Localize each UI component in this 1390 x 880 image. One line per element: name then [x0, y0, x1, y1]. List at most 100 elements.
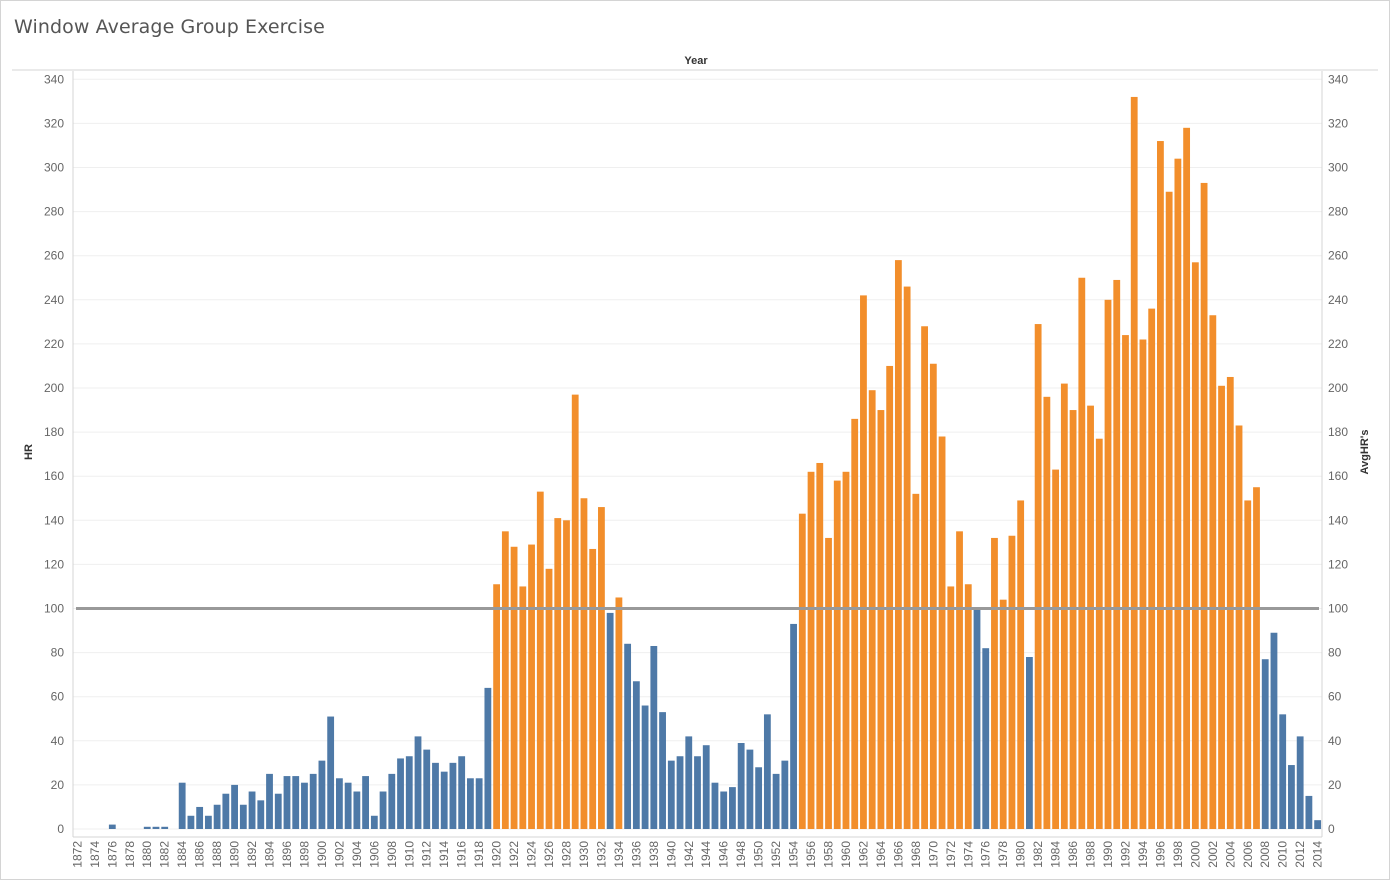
x-tick-label: 1914	[437, 841, 451, 868]
x-tick-label: 1944	[699, 841, 713, 868]
bar-1894	[266, 773, 273, 830]
bar-1980	[1017, 500, 1025, 829]
bar-1982	[1034, 324, 1042, 829]
bar-2004	[1226, 376, 1234, 829]
x-tick-label: 1924	[525, 841, 539, 868]
bar-1943	[694, 756, 701, 829]
y-tick-label-left: 320	[44, 116, 64, 130]
bar-1992	[1122, 335, 1129, 829]
bar-1951	[763, 714, 771, 829]
x-tick-label: 1968	[909, 841, 923, 868]
x-tick-label: 1952	[769, 841, 783, 868]
bar-1895	[274, 793, 282, 829]
bar-1944	[702, 745, 710, 829]
bar-1975	[973, 608, 981, 829]
y-tick-label-right: 20	[1328, 778, 1342, 792]
bar-1964	[877, 410, 885, 829]
y-axis-title-left: HR	[23, 444, 35, 460]
bar-1956	[807, 471, 815, 829]
y-tick-label-right: 180	[1328, 425, 1348, 439]
bar-1941	[676, 756, 684, 829]
y-tick-label-right: 120	[1328, 557, 1348, 571]
bar-1911	[414, 736, 422, 829]
chart-title: Window Average Group Exercise	[14, 16, 325, 38]
bar-1890	[231, 784, 238, 829]
bar-1989	[1095, 438, 1103, 829]
bar-1972	[947, 586, 955, 829]
y-axis-title-right: AvgHR's	[1359, 430, 1371, 475]
bar-1915	[449, 762, 457, 829]
bar-1973	[956, 531, 963, 829]
y-tick-label-right: 0	[1328, 822, 1335, 836]
bar-1936	[632, 681, 640, 829]
y-tick-label-left: 60	[51, 690, 65, 704]
y-tick-label-left: 80	[51, 646, 65, 660]
bar-1907	[379, 791, 387, 829]
bar-1996	[1157, 141, 1164, 830]
bar-1897	[292, 776, 300, 829]
y-tick-label-left: 340	[44, 72, 64, 86]
x-tick-label: 1906	[367, 841, 381, 868]
y-tick-label-left: 140	[44, 513, 64, 527]
bar-1933	[606, 612, 614, 829]
x-tick-label: 1922	[507, 841, 521, 868]
x-tick-label: 1954	[787, 841, 801, 868]
bar-1938	[650, 645, 658, 829]
bar-1885	[187, 815, 195, 829]
bar-1906	[370, 815, 378, 829]
bar-1924	[528, 544, 535, 829]
x-tick-label: 1898	[298, 841, 312, 868]
x-tick-label: 1984	[1049, 841, 1063, 868]
x-tick-label: 1938	[647, 841, 661, 868]
axes: 0 0 20 20 40 40 60 60 80 80 100 100 120 120 140 140 160 1…	[44, 71, 1348, 868]
y-tick-label-right: 200	[1328, 381, 1348, 395]
y-tick-label-right: 160	[1328, 469, 1348, 483]
bar-1893	[257, 800, 265, 829]
y-tick-label-right: 100	[1328, 602, 1348, 616]
bar-1904	[353, 791, 361, 829]
bar-1913	[432, 762, 439, 829]
y-tick-label-right: 280	[1328, 205, 1348, 219]
x-tick-label: 1958	[822, 841, 836, 868]
y-tick-label-left: 40	[51, 734, 65, 748]
x-tick-label: 1892	[245, 841, 259, 868]
x-tick-label: 1904	[350, 841, 364, 868]
y-tick-label-left: 180	[44, 425, 64, 439]
bar-2006	[1244, 500, 1252, 829]
x-tick-label: 1970	[926, 841, 940, 868]
x-tick-label: 1956	[804, 841, 818, 868]
bar-1882	[161, 826, 169, 829]
x-tick-label: 1962	[857, 841, 871, 868]
bar-1886	[196, 806, 204, 829]
bar-1937	[641, 705, 649, 829]
bar-1896	[283, 776, 291, 829]
bar-1916	[458, 756, 466, 829]
x-tick-label: 1992	[1119, 841, 1133, 868]
bar-1977	[991, 537, 998, 829]
bar-1908	[388, 773, 396, 830]
bar-2013	[1305, 795, 1313, 829]
x-tick-label: 1942	[682, 841, 696, 868]
y-tick-label-left: 20	[51, 778, 65, 792]
bar-1998	[1174, 158, 1182, 829]
bar-1961	[851, 418, 859, 829]
y-tick-label-right: 220	[1328, 337, 1348, 351]
bar-1900	[318, 760, 326, 829]
bar-1881	[152, 826, 160, 829]
x-tick-label: 1950	[752, 841, 766, 868]
bar-1892	[248, 791, 256, 829]
y-tick-label-right: 240	[1328, 293, 1348, 307]
bar-1945	[711, 782, 719, 829]
x-tick-label: 1910	[402, 841, 416, 868]
x-tick-label: 1940	[664, 841, 678, 868]
x-tick-label: 1872	[70, 841, 84, 868]
x-tick-label: 1988	[1084, 841, 1098, 868]
bar-1929	[571, 394, 579, 829]
x-tick-label: 1934	[612, 841, 626, 868]
bar-1958	[825, 537, 832, 829]
bar-1880	[143, 826, 151, 829]
bar-1986	[1069, 410, 1077, 829]
bar-1979	[1008, 535, 1016, 829]
y-tick-label-right: 40	[1328, 734, 1342, 748]
